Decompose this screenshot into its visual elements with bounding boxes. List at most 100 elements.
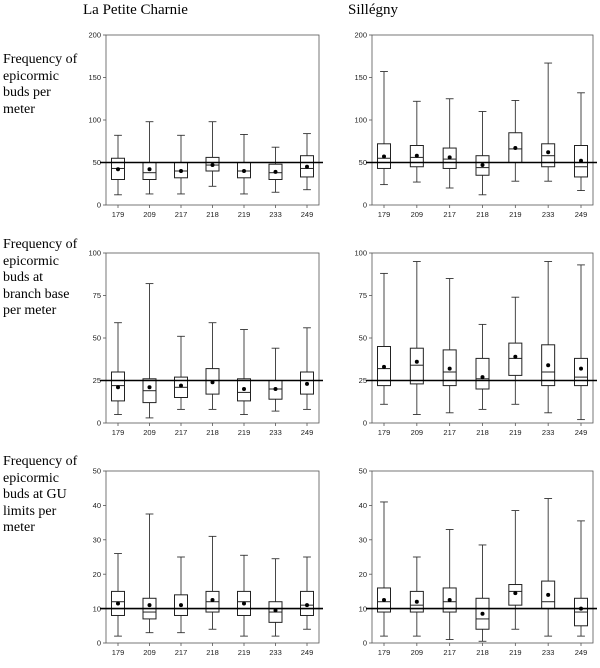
y-tick-label: 30 (93, 536, 101, 545)
x-tick-label: 219 (238, 648, 251, 657)
y-tick-label: 0 (363, 419, 367, 428)
mean-dot (447, 366, 452, 371)
y-tick-label: 75 (93, 291, 101, 300)
y-tick-label: 20 (359, 570, 367, 579)
x-tick-label: 217 (175, 428, 188, 437)
x-tick-label: 217 (443, 210, 456, 219)
x-tick-label: 217 (175, 210, 188, 219)
x-tick-label: 233 (542, 428, 555, 437)
x-tick-label: 249 (301, 648, 314, 657)
y-tick-label: 0 (363, 201, 367, 210)
y-tick-label: 50 (93, 467, 101, 476)
mean-dot (382, 154, 386, 159)
mean-dot (546, 150, 551, 155)
box-233 (268, 347, 283, 412)
mean-dot (382, 598, 386, 602)
box-209 (409, 100, 424, 183)
box-179 (377, 501, 391, 637)
box-249 (574, 520, 588, 637)
x-tick-label: 217 (443, 428, 456, 437)
x-tick-label: 249 (301, 210, 314, 219)
x-tick-label: 219 (509, 428, 522, 437)
x-tick-label: 233 (269, 210, 282, 219)
box-233 (541, 498, 556, 637)
y-tick-label: 100 (354, 116, 367, 125)
x-tick-label: 219 (509, 210, 522, 219)
x-tick-label: 233 (269, 648, 282, 657)
mean-dot (179, 169, 183, 173)
box-217 (442, 278, 457, 414)
boxplot-panel-2: 0 50 100 150 200 179 209 217 218 219 233 249 (354, 31, 597, 219)
mean-dot (305, 164, 309, 169)
x-tick-label: 179 (378, 210, 391, 219)
x-tick-label: 179 (378, 648, 391, 657)
box-233 (541, 62, 556, 182)
x-tick-label: 219 (238, 210, 251, 219)
x-tick-label: 249 (575, 428, 588, 437)
box-209 (409, 261, 424, 415)
box-219 (237, 554, 251, 637)
y-tick-label: 75 (359, 291, 367, 300)
x-tick-label: 218 (206, 428, 219, 437)
y-tick-label: 10 (93, 604, 101, 613)
mean-dot (147, 385, 152, 390)
row-label-buds-per-meter: Frequency of epicormic buds per meter (3, 52, 78, 117)
box-249 (300, 556, 314, 630)
box-249 (574, 264, 588, 421)
mean-dot (447, 155, 452, 160)
mean-dot (546, 363, 551, 368)
x-tick-label: 209 (411, 428, 424, 437)
column-title-sillegny: Sillégny (348, 2, 399, 18)
y-tick-label: 50 (93, 158, 101, 167)
y-tick-label: 40 (359, 501, 367, 510)
y-tick-label: 0 (97, 419, 101, 428)
box-209 (409, 556, 424, 637)
box-219 (508, 296, 523, 405)
x-tick-label: 179 (112, 428, 125, 437)
y-tick-label: 200 (88, 31, 101, 40)
mean-dot (480, 611, 485, 616)
x-tick-label: 218 (206, 210, 219, 219)
boxplot-panel-4: 0 25 50 75 100 179 209 217 218 219 233 249 (354, 249, 597, 437)
box-217 (442, 98, 457, 189)
y-tick-label: 25 (359, 376, 367, 385)
box-217 (174, 335, 188, 410)
x-tick-label: 217 (443, 648, 456, 657)
box-iqr (409, 347, 424, 385)
mean-dot (242, 601, 246, 606)
mean-dot (305, 603, 309, 608)
y-tick-label: 30 (359, 536, 367, 545)
boxplot-panel-6: 0 10 20 30 40 50 179 209 217 218 219 233 249 (359, 467, 597, 657)
x-tick-label: 209 (143, 648, 156, 657)
box-249 (574, 92, 588, 192)
mean-dot (242, 387, 246, 391)
box-233 (268, 558, 283, 637)
mean-dot (305, 381, 309, 386)
box-249 (300, 327, 314, 410)
mean-dot (579, 366, 583, 371)
x-tick-label: 218 (476, 428, 489, 437)
y-tick-label: 150 (88, 73, 101, 82)
mean-dot (147, 603, 152, 608)
mean-dot (273, 387, 278, 391)
x-tick-label: 217 (175, 648, 188, 657)
mean-dot (179, 603, 183, 608)
box-218 (475, 111, 490, 196)
x-tick-label: 233 (542, 210, 555, 219)
box-249 (300, 133, 314, 191)
box-209 (142, 121, 157, 195)
mean-dot (513, 146, 518, 151)
x-tick-label: 179 (378, 428, 391, 437)
mean-dot (513, 591, 518, 596)
box-218 (475, 544, 490, 642)
mean-dot (116, 167, 120, 172)
mean-dot (513, 354, 518, 359)
box-219 (508, 99, 523, 182)
x-tick-label: 233 (542, 648, 555, 657)
box-179 (111, 553, 125, 637)
y-tick-label: 100 (88, 249, 101, 258)
y-tick-label: 40 (93, 501, 101, 510)
mean-dot (480, 375, 485, 380)
mean-dot (382, 364, 386, 369)
boxplot-panel-1: 0 50 100 150 200 179 209 217 218 219 233 249 (88, 31, 323, 219)
